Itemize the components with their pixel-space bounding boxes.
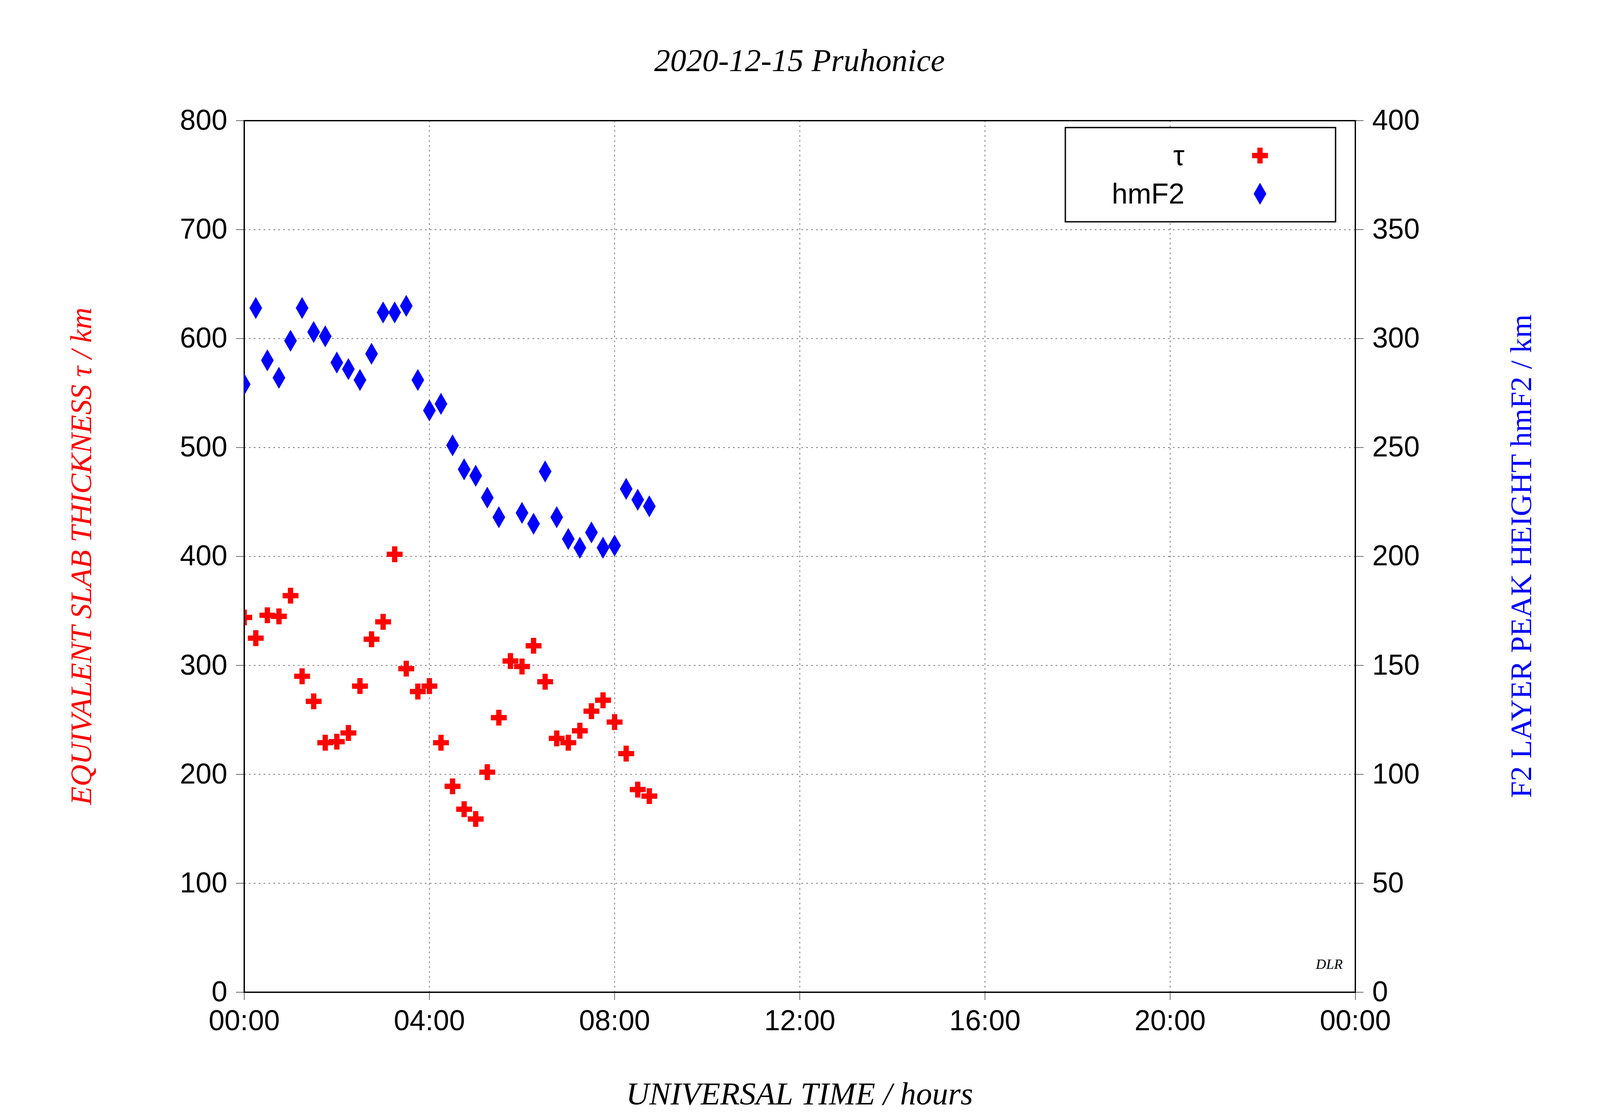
svg-text:UNIVERSAL TIME / hours: UNIVERSAL TIME / hours: [626, 1076, 974, 1112]
svg-text:700: 700: [180, 212, 228, 245]
svg-text:300: 300: [180, 648, 228, 681]
svg-text:50: 50: [1372, 866, 1404, 899]
svg-text:16:00: 16:00: [949, 1004, 1021, 1037]
svg-text:τ: τ: [1173, 139, 1185, 172]
svg-text:500: 500: [180, 430, 228, 463]
svg-text:08:00: 08:00: [579, 1004, 651, 1037]
svg-text:200: 200: [1372, 539, 1420, 572]
svg-text:F2 LAYER PEAK HEIGHT hmF2 / k: F2 LAYER PEAK HEIGHT hmF2 / km: [1504, 314, 1538, 798]
svg-text:350: 350: [1372, 212, 1420, 245]
svg-text:300: 300: [1372, 321, 1420, 354]
svg-text:20:00: 20:00: [1134, 1004, 1206, 1037]
svg-text:150: 150: [1372, 648, 1420, 681]
svg-text:EQUIVALENT SLAB THICKNESS τ /: EQUIVALENT SLAB THICKNESS τ / km: [64, 307, 98, 806]
svg-text:400: 400: [180, 539, 228, 572]
svg-text:0: 0: [1372, 975, 1389, 1008]
svg-text:400: 400: [1372, 104, 1420, 136]
svg-text:800: 800: [180, 104, 228, 136]
svg-text:hmF2: hmF2: [1111, 177, 1185, 210]
svg-text:600: 600: [180, 321, 228, 354]
svg-text:00:00: 00:00: [208, 1004, 280, 1037]
svg-text:04:00: 04:00: [393, 1004, 465, 1037]
svg-text:100: 100: [1372, 757, 1420, 790]
svg-text:00:00: 00:00: [1319, 1004, 1391, 1037]
svg-text:100: 100: [180, 866, 228, 899]
svg-text:200: 200: [180, 757, 228, 790]
svg-text:DLR: DLR: [1315, 956, 1344, 972]
svg-text:12:00: 12:00: [764, 1004, 836, 1037]
svg-text:0: 0: [211, 975, 228, 1008]
svg-text:250: 250: [1372, 430, 1420, 463]
svg-text:2020-12-15 Pruhonice: 2020-12-15 Pruhonice: [654, 42, 945, 79]
